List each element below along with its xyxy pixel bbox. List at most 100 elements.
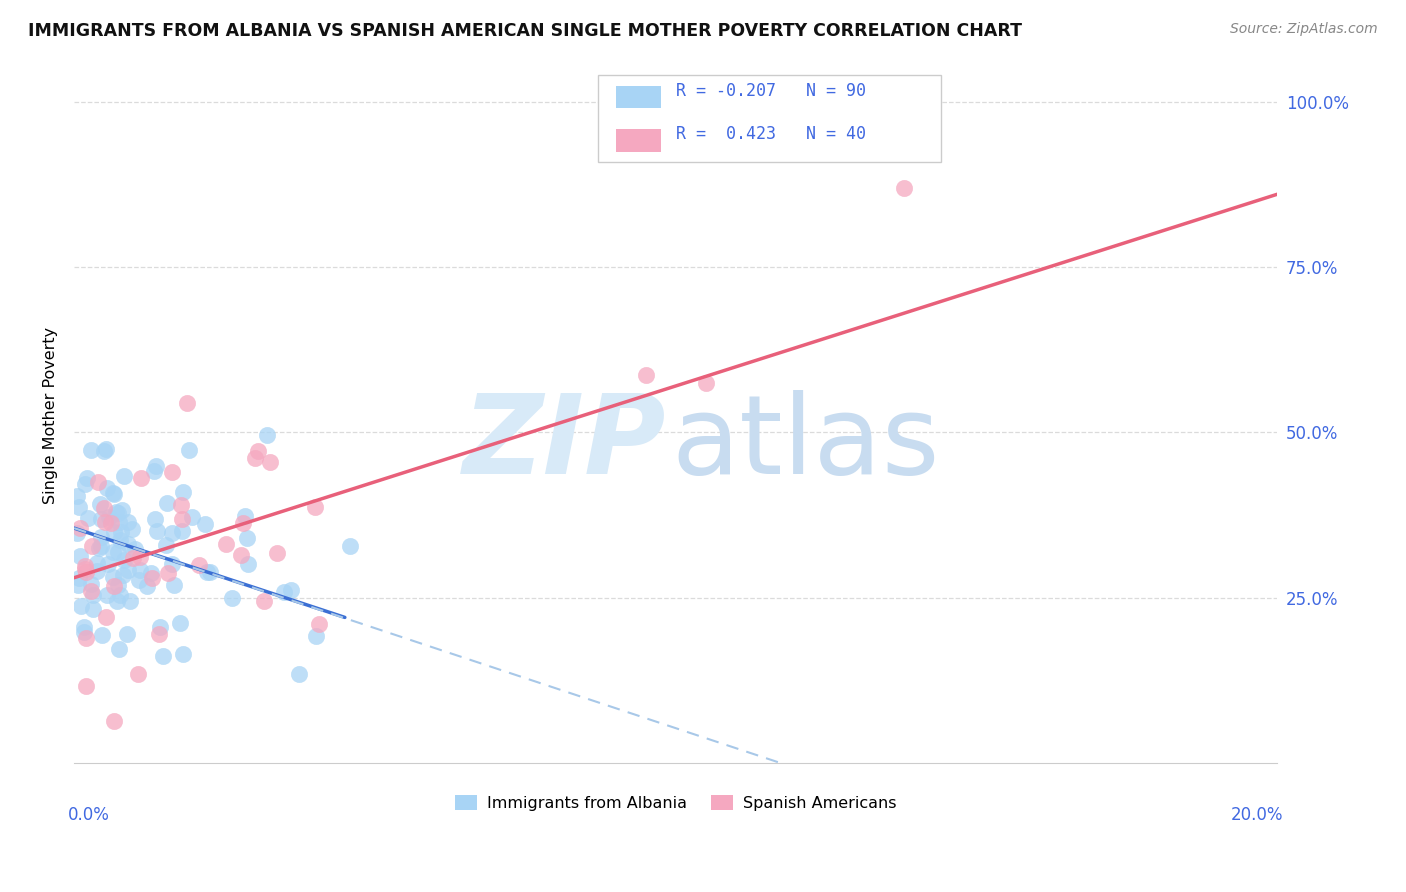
Point [695,376,717,390]
Point [94,442,117,457]
Point [129,471,152,485]
Point [101,486,124,500]
Point [195,565,218,579]
Point [273,585,295,599]
Point [97,557,120,571]
Point [253,594,276,608]
Point [97,509,120,524]
Point [90,512,112,526]
Point [135,579,157,593]
Point [73,562,96,576]
Point [172,647,194,661]
Text: atlas: atlas [671,390,939,497]
Point [111,502,134,516]
Point [155,538,177,552]
Point [67,500,90,514]
Point [110,588,132,602]
Bar [616,129,661,152]
Point [103,579,125,593]
Point [149,620,172,634]
Point [339,539,361,553]
Point [103,714,125,728]
Point [69,571,91,585]
Point [146,524,169,538]
Point [93,515,115,529]
Point [112,553,135,567]
Point [103,487,125,501]
Point [200,565,222,579]
Point [108,533,131,547]
Point [229,549,252,563]
Point [107,544,129,558]
Point [266,546,288,560]
Point [308,616,330,631]
Point [118,594,141,608]
Point [163,578,186,592]
Point [259,455,281,469]
Point [152,648,174,663]
Point [124,541,146,556]
Text: R = -0.207   N = 90: R = -0.207 N = 90 [676,82,866,100]
Text: 20.0%: 20.0% [1232,806,1284,824]
Point [305,629,328,643]
Point [69,521,91,535]
Point [105,593,128,607]
Point [162,465,184,479]
Point [160,557,183,571]
Point [87,475,110,489]
Point [107,578,129,592]
Point [79,442,101,457]
Point [221,591,243,605]
Point [75,632,97,646]
Point [100,516,122,530]
Point [141,566,163,581]
Point [169,616,191,631]
Point [117,626,139,640]
Point [893,180,915,194]
Legend: Immigrants from Albania, Spanish Americans: Immigrants from Albania, Spanish America… [449,789,903,817]
Y-axis label: Single Mother Poverty: Single Mother Poverty [44,327,58,504]
Point [157,566,180,581]
Point [111,567,134,582]
Point [176,396,198,410]
Point [127,667,149,681]
Point [129,563,152,577]
Point [145,458,167,473]
Bar [598,76,941,162]
Point [142,465,165,479]
Point [67,578,90,592]
Point [80,577,103,591]
Point [73,620,96,634]
Point [236,531,259,545]
Point [107,506,129,520]
Point [180,510,202,524]
Point [129,549,152,564]
Point [101,545,124,559]
Point [170,524,193,538]
Point [117,515,139,529]
Point [194,517,217,532]
Text: ZIP: ZIP [463,390,666,497]
Point [104,504,127,518]
Point [86,557,108,571]
Point [215,537,238,551]
Point [90,530,112,544]
Point [141,571,163,585]
Point [69,549,91,563]
Point [287,667,309,681]
Text: Source: ZipAtlas.com: Source: ZipAtlas.com [1230,22,1378,37]
Point [122,551,145,566]
Point [156,495,179,509]
Point [117,563,139,577]
Point [89,497,111,511]
Point [280,583,302,598]
Point [75,558,97,573]
Point [90,539,112,553]
Point [160,525,183,540]
Point [170,498,193,512]
Point [96,481,118,495]
Point [108,642,131,657]
Point [80,584,103,599]
Point [188,558,211,572]
Point [103,525,125,540]
